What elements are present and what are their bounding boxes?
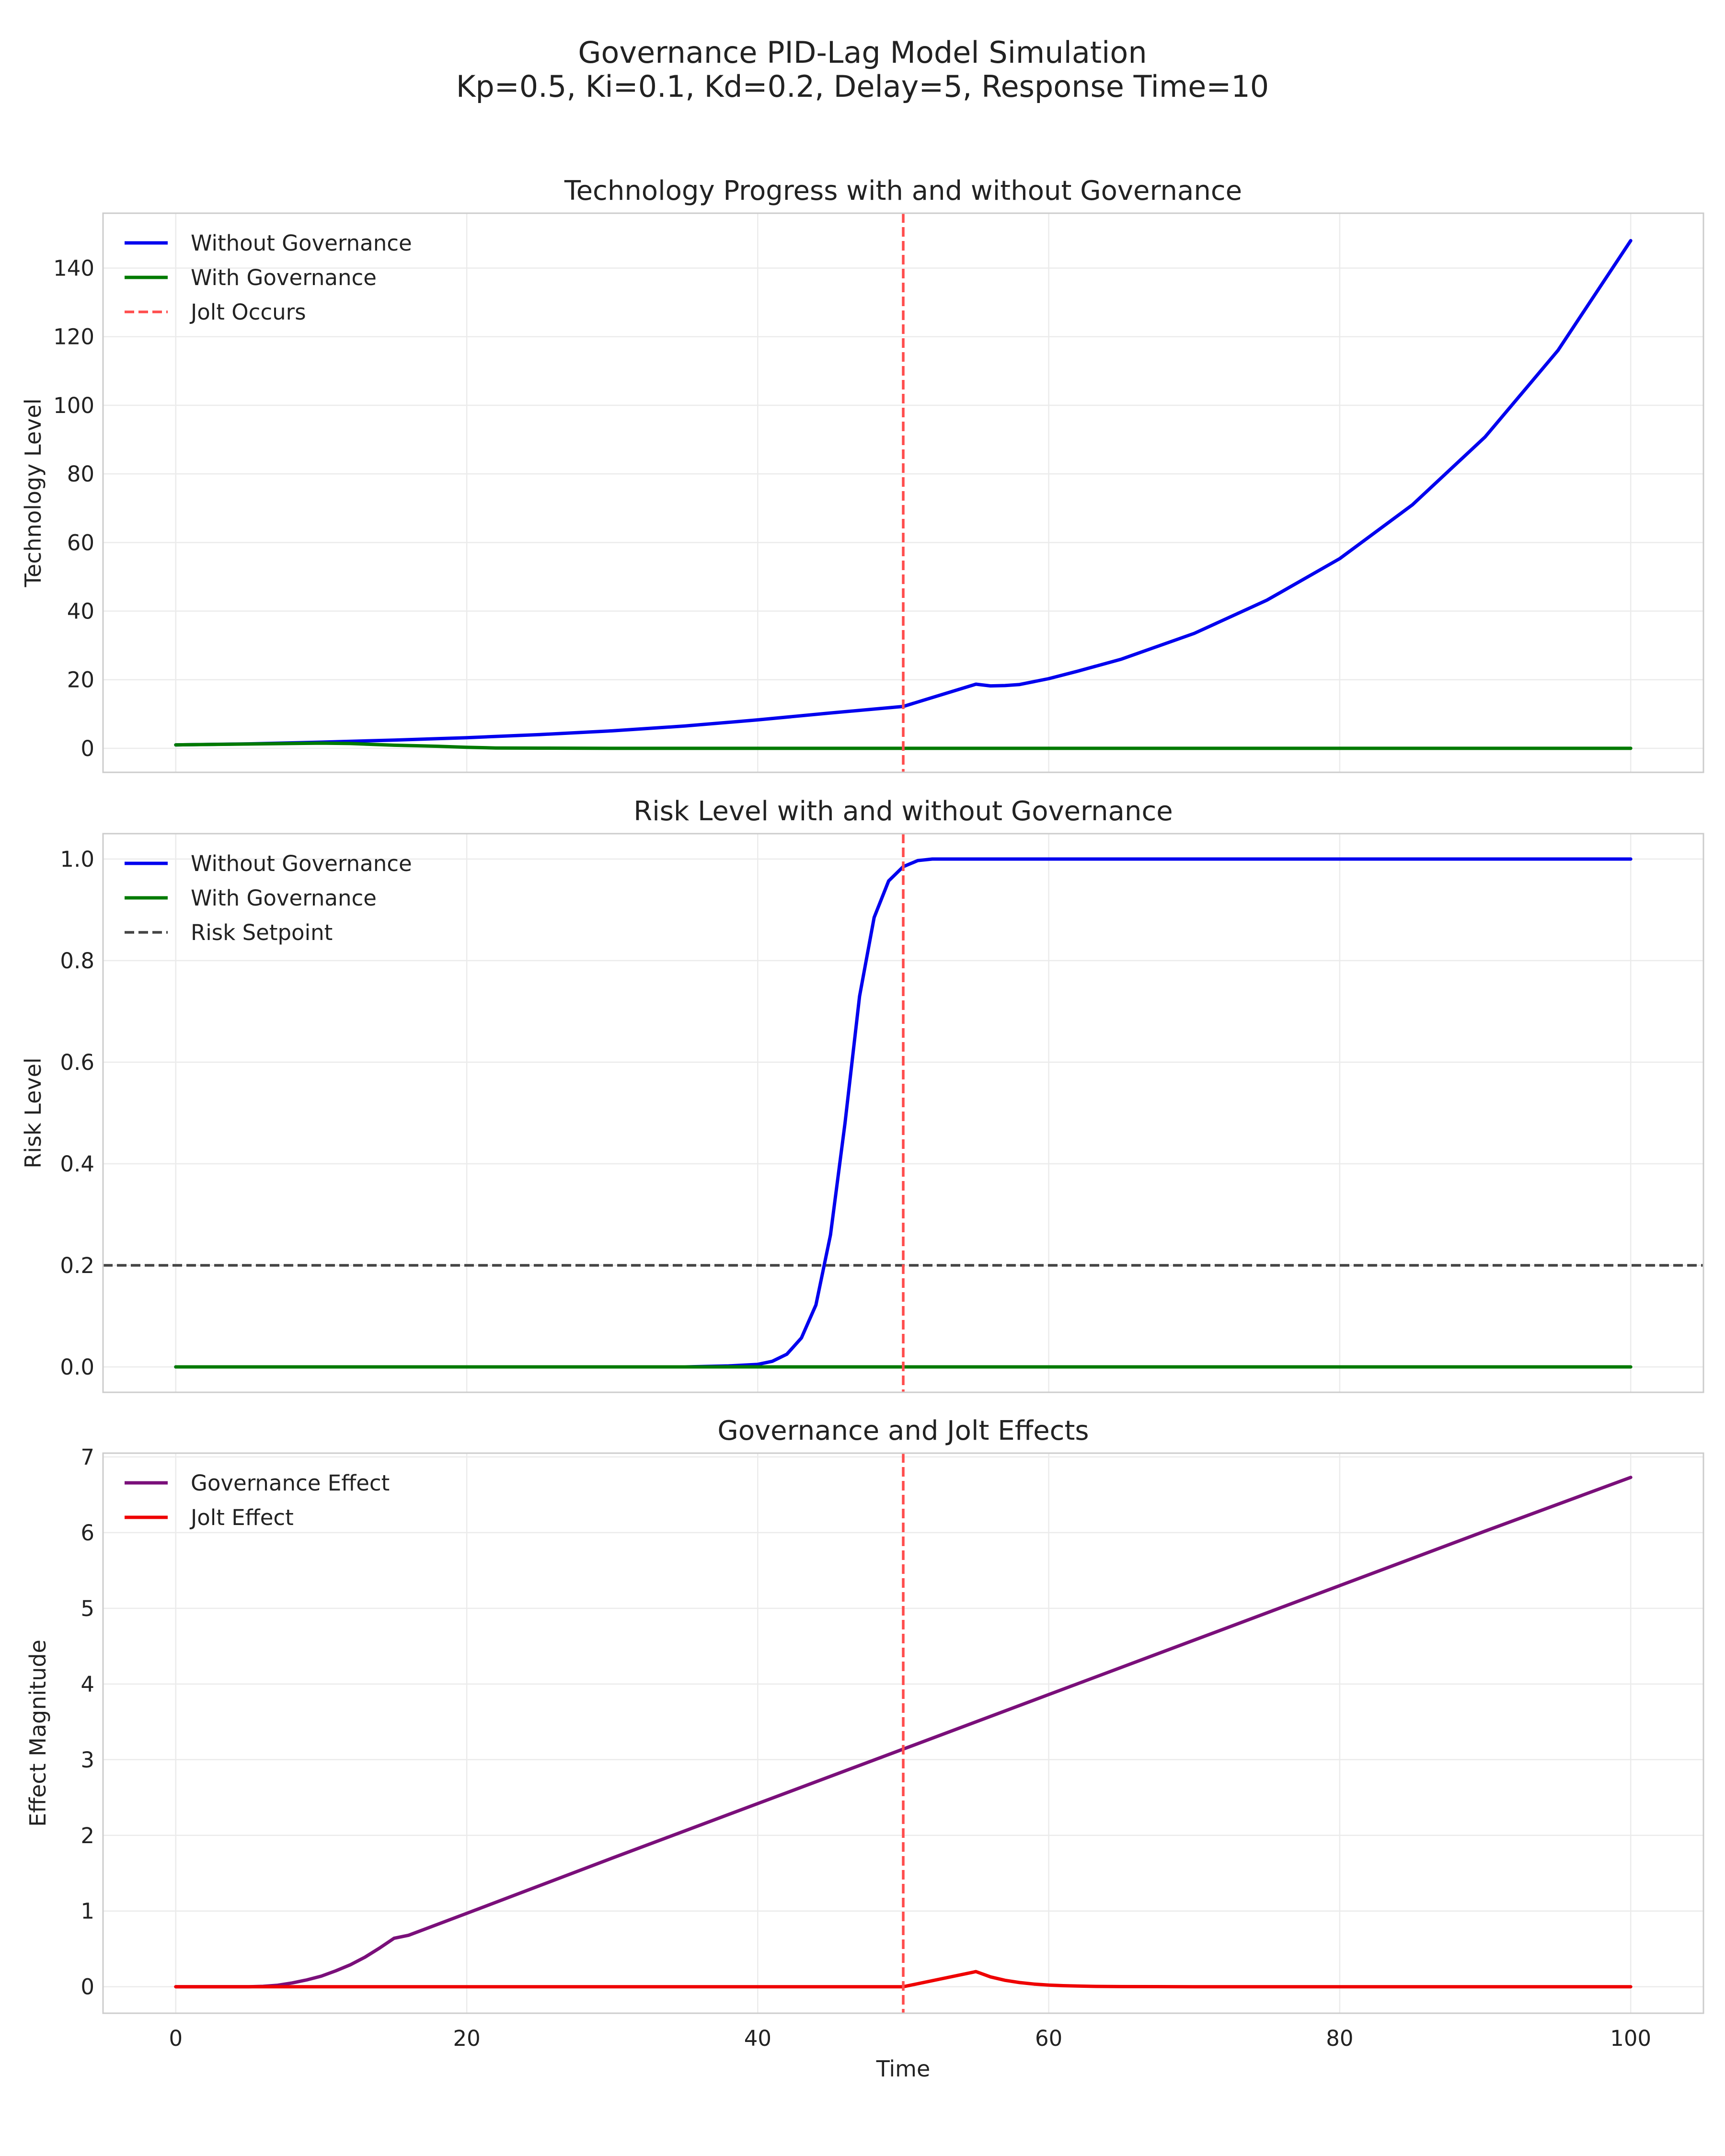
plot-frame [102, 212, 1704, 773]
x-tick-label: 80 [1326, 2026, 1353, 2051]
y-tick-label: 120 [53, 324, 94, 350]
legend-label: Governance Effect [191, 1470, 390, 1496]
figure-title: Governance PID-Lag Model Simulation Kp=0… [0, 35, 1725, 104]
y-tick-label: 140 [53, 256, 94, 281]
y-tick-label: 6 [80, 1520, 94, 1546]
y-tick-label: 1 [80, 1899, 94, 1924]
y-tick-label: 0 [80, 1974, 94, 2000]
y-tick-label: 60 [67, 530, 94, 555]
y-tick-label: 2 [80, 1823, 94, 1848]
x-tick-label: 40 [744, 2026, 771, 2051]
series-line-1 [174, 1476, 1633, 1989]
y-tick-label: 0.0 [60, 1354, 94, 1380]
y-tick-label: 20 [67, 667, 94, 693]
data-layer [174, 1453, 1633, 2013]
y-tick-label: 5 [80, 1596, 94, 1621]
y-tick-label: 4 [80, 1672, 94, 1697]
chart-panel-1: 0 20 40 60 80 100 120 140 Technology Progress wi… [20, 175, 1704, 773]
chart-title: Governance and Jolt Effects [717, 1415, 1089, 1446]
y-tick-label: 0.4 [60, 1151, 94, 1177]
y-axis-label: Effect Magnitude [25, 1640, 51, 1827]
y-tick-label: 0.2 [60, 1253, 94, 1278]
y-tick-label: 40 [67, 599, 94, 624]
x-tick-label: 0 [169, 2026, 183, 2051]
figure-title-line1: Governance PID-Lag Model Simulation [578, 35, 1147, 70]
legend: Without Governance With Governance Jolt Oc… [125, 230, 412, 325]
y-tick-label: 0.8 [60, 948, 94, 974]
series-line-1 [174, 239, 1633, 747]
legend: Governance Effect Jolt Effect [125, 1470, 390, 1530]
y-tick-label: 1.0 [60, 847, 94, 872]
legend-label: Without Governance [191, 230, 412, 256]
legend-label: With Governance [191, 885, 377, 911]
y-tick-label: 0.6 [60, 1050, 94, 1075]
legend-label: With Governance [191, 265, 377, 290]
y-tick-label: 80 [67, 461, 94, 487]
chart-panel-3: 0 1 2 3 4 5 6 7 0 20 40 60 80 100 Governance and Jolt … [25, 1415, 1704, 2082]
legend-label: Jolt Effect [189, 1505, 294, 1530]
legend: Without Governance With Governance Risk Se… [125, 851, 412, 945]
series-line-2 [174, 741, 1633, 750]
y-tick-label: 3 [80, 1747, 94, 1773]
legend-label: Risk Setpoint [191, 920, 333, 945]
legend-label: Without Governance [191, 851, 412, 876]
x-tick-label: 20 [453, 2026, 480, 2051]
y-axis-label: Technology Level [20, 399, 46, 588]
data-layer [103, 834, 1703, 1392]
figure-subtitle-line2: Kp=0.5, Ki=0.1, Kd=0.2, Delay=5, Respons… [456, 69, 1269, 104]
data-layer [174, 213, 1633, 772]
chart-title: Technology Progress with and without Gov… [564, 175, 1242, 206]
series-line-2 [174, 1970, 1633, 1989]
legend-label: Jolt Occurs [189, 299, 306, 325]
chart-title: Risk Level with and without Governance [633, 796, 1173, 827]
y-tick-label: 100 [53, 393, 94, 418]
x-axis-label: Time [876, 2056, 931, 2082]
y-axis-label: Risk Level [20, 1057, 46, 1168]
chart-panel-2: 0.0 0.2 0.4 0.6 0.8 1.0 Risk Level with and wi… [20, 796, 1704, 1393]
plot-frame [102, 833, 1704, 1393]
y-tick-label: 7 [80, 1445, 94, 1470]
plot-frame [102, 1452, 1704, 2014]
x-tick-label: 100 [1610, 2026, 1651, 2051]
y-tick-label: 0 [80, 736, 94, 761]
x-tick-label: 60 [1035, 2026, 1062, 2051]
